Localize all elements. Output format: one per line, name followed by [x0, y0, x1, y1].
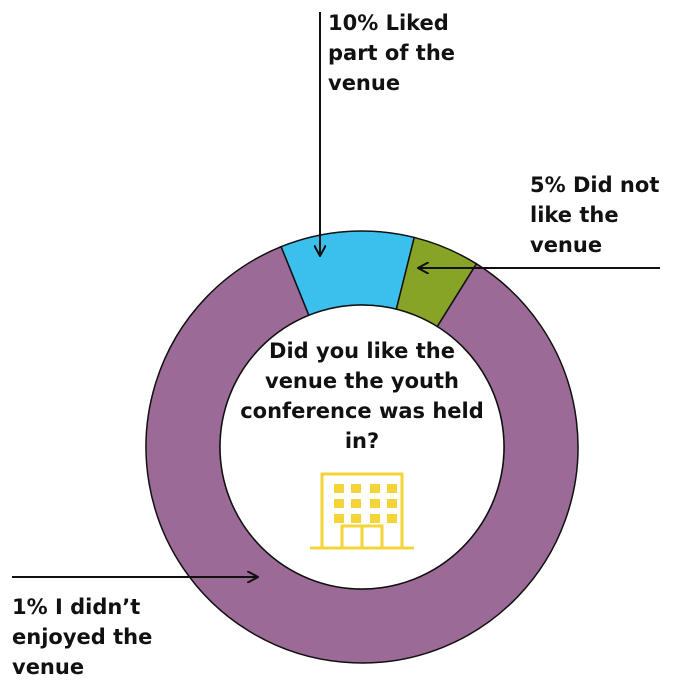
slice-label-didnt-enjoy: 1% I didn’t enjoyed the venue	[12, 595, 153, 679]
slice-label-did-not-like: 5% Did not like the venue	[530, 173, 660, 257]
donut-hole	[219, 304, 505, 590]
chart-title: Did you like the venue the youth confere…	[240, 339, 484, 453]
building-window	[387, 484, 397, 493]
building-window	[387, 499, 397, 508]
building-window	[334, 514, 344, 523]
building-window	[387, 514, 397, 523]
building-window	[370, 484, 380, 493]
building-window	[334, 484, 344, 493]
building-icon	[310, 472, 414, 550]
slice-label-liked-part: 10% Liked part of the venue	[328, 11, 456, 95]
building-window	[351, 499, 361, 508]
building-window	[370, 499, 380, 508]
building-window	[334, 499, 344, 508]
building-window	[370, 514, 380, 523]
building-window	[351, 484, 361, 493]
building-window	[351, 514, 361, 523]
